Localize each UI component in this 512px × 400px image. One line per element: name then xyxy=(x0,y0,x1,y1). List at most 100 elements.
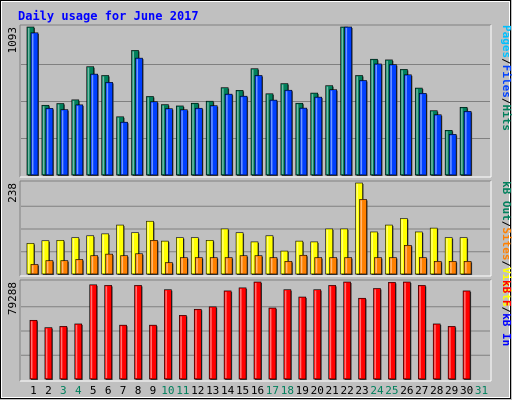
bar-highlight xyxy=(241,97,243,174)
bar-highlight xyxy=(390,65,392,174)
bar-visits-day-12 xyxy=(190,237,200,275)
bar-highlight xyxy=(461,238,463,273)
panel-hits-files-pages: 1093 xyxy=(6,24,492,178)
bar-highlight xyxy=(76,105,79,174)
bar-highlight xyxy=(300,256,303,273)
bar-face xyxy=(224,257,233,275)
bar-files-day-20 xyxy=(314,96,323,176)
x-tick-label: 9 xyxy=(150,384,157,397)
bar-files-day-14 xyxy=(224,93,234,176)
bar-highlight xyxy=(326,229,329,273)
bar-highlight xyxy=(296,104,299,174)
bar-highlight xyxy=(386,226,388,273)
bar-face xyxy=(205,240,214,275)
bar-highlight xyxy=(270,258,273,273)
bar-face xyxy=(239,95,248,176)
bar-sites-day-22 xyxy=(344,257,353,275)
bar-sites-day-16 xyxy=(254,255,263,275)
bar-kb_f-day-21 xyxy=(328,285,337,380)
bar-highlight xyxy=(27,28,30,174)
x-tick-label: 20 xyxy=(311,384,324,397)
bar-kb_f-day-1 xyxy=(29,319,38,380)
x-tick-label: 2 xyxy=(45,384,52,397)
bar-highlight xyxy=(450,135,452,174)
bar-highlight xyxy=(386,60,388,175)
bar-kb_f-day-8 xyxy=(134,285,143,380)
bar-sites-day-17 xyxy=(269,257,278,275)
bar-face xyxy=(41,240,50,275)
bar-kb_f-day-26 xyxy=(403,281,412,380)
bar-visits-day-1 xyxy=(26,243,35,275)
bar-highlight xyxy=(222,229,224,273)
bar-highlight xyxy=(76,260,79,273)
bar-highlight xyxy=(117,226,120,273)
bar-face xyxy=(340,228,348,275)
bar-highlight xyxy=(42,106,45,174)
bar-face xyxy=(269,257,278,275)
bar-face xyxy=(314,257,323,275)
bar-face xyxy=(119,324,127,380)
bar-highlight xyxy=(30,321,33,378)
bar-highlight xyxy=(345,258,348,273)
bar-highlight xyxy=(344,283,347,378)
bar-highlight xyxy=(329,286,332,378)
bar-sites-day-9 xyxy=(150,240,159,275)
bar-face xyxy=(176,237,184,275)
bar-highlight xyxy=(57,241,60,273)
bar-files-day-30 xyxy=(463,111,473,176)
bar-face xyxy=(150,240,158,275)
bar-visits-day-14 xyxy=(220,228,230,275)
bar-face xyxy=(208,306,217,380)
bar-sites-day-15 xyxy=(239,255,249,275)
bar-highlight xyxy=(87,67,90,174)
bar-face xyxy=(179,315,187,380)
bar-files-day-29 xyxy=(448,134,458,176)
bar-face xyxy=(385,224,393,275)
bar-highlight xyxy=(390,258,392,273)
bar-face xyxy=(429,227,438,275)
bar-face xyxy=(284,261,293,275)
bar-highlight xyxy=(465,112,467,174)
bar-kb_f-day-2 xyxy=(44,327,53,380)
bar-highlight xyxy=(371,60,373,174)
bar-face xyxy=(329,257,337,275)
bar-face xyxy=(194,257,203,275)
chart-title: Daily usage for June 2017 xyxy=(18,9,199,23)
bar-face xyxy=(180,109,188,176)
bar-highlight xyxy=(105,286,108,378)
bar-face xyxy=(90,255,99,275)
legend-separator: / xyxy=(500,221,512,228)
bar-highlight xyxy=(57,104,60,174)
bar-face xyxy=(374,257,382,275)
bar-highlight xyxy=(166,109,168,174)
legend-item: Sites xyxy=(500,227,512,260)
bar-kb_f-day-11 xyxy=(179,315,188,380)
bar-files-day-22 xyxy=(344,26,353,176)
bar-highlight xyxy=(359,299,362,378)
bar-highlight xyxy=(266,94,269,174)
bar-kb_f-day-23 xyxy=(358,297,367,380)
x-tick-label: 27 xyxy=(415,384,428,397)
bar-face xyxy=(444,237,453,275)
legend-visits-sites: kB Out/Sites/Visits xyxy=(500,181,512,307)
x-tick-label: 4 xyxy=(75,384,82,397)
bar-highlight xyxy=(446,131,448,174)
x-tick-label: 16 xyxy=(251,384,264,397)
bar-visits-day-24 xyxy=(370,231,379,275)
bar-face xyxy=(389,257,397,275)
bar-highlight xyxy=(281,252,284,273)
y-max-label: 79288 xyxy=(6,282,19,315)
bar-visits-day-4 xyxy=(71,237,80,275)
bar-highlight xyxy=(341,28,344,174)
bar-files-day-12 xyxy=(194,107,204,176)
x-tick-label: 7 xyxy=(120,384,127,397)
bar-sites-day-7 xyxy=(120,255,129,275)
bar-sites-day-24 xyxy=(374,257,383,275)
bar-highlight xyxy=(401,70,403,174)
bar-visits-day-11 xyxy=(176,237,185,275)
bar-face xyxy=(314,96,323,176)
bar-kb_f-day-24 xyxy=(373,288,382,380)
bar-face xyxy=(462,290,471,380)
x-tick-label: 13 xyxy=(206,384,219,397)
bar-face xyxy=(165,108,173,176)
